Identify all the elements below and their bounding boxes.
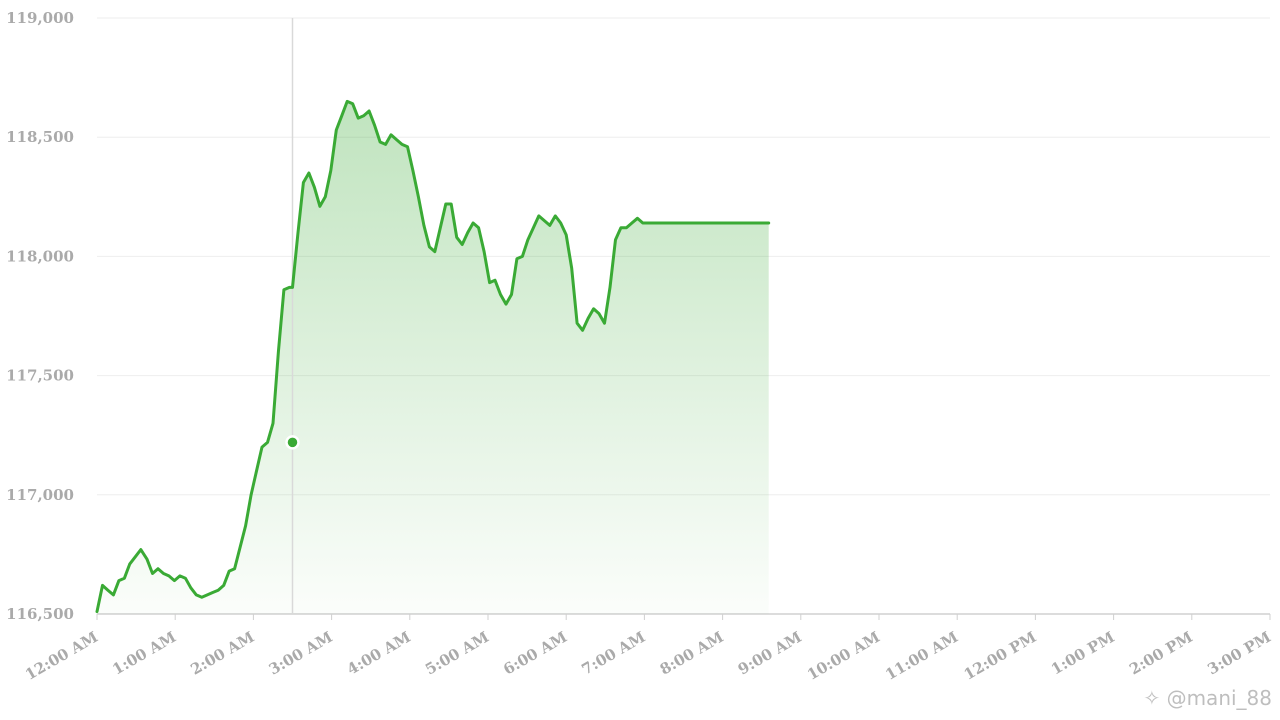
watermark: ✧ @mani_88: [1143, 686, 1272, 710]
x-tick-label: 12:00 PM: [961, 628, 1040, 684]
x-tick-label: 3:00 PM: [1204, 628, 1274, 679]
x-tick-label: 7:00 AM: [579, 628, 649, 679]
x-tick-label: 8:00 AM: [657, 628, 727, 679]
series-area: [97, 101, 769, 614]
x-tick-label: 2:00 AM: [188, 628, 258, 679]
x-axis: 12:00 AM 1:00 AM 2:00 AM 3:00 AM 4:00 AM 5:00…: [22, 614, 1274, 684]
x-tick-label: 12:00 AM: [22, 628, 101, 684]
hover-point[interactable]: [285, 435, 300, 450]
x-tick-label: 10:00 AM: [804, 628, 883, 684]
watermark-icon: ✧: [1143, 686, 1167, 710]
x-tick-label: 4:00 AM: [344, 628, 414, 679]
watermark-text: @mani_88: [1166, 686, 1272, 710]
x-tick-label: 1:00 PM: [1048, 628, 1118, 679]
y-tick-label: 116,500: [6, 605, 74, 623]
y-axis: 116,500 117,000 117,500 118,000 118,500 119,0…: [6, 9, 74, 623]
y-tick-label: 117,000: [6, 486, 74, 504]
x-tick-label: 3:00 AM: [266, 628, 336, 679]
series-line: [95, 99, 771, 614]
x-tick-label: 9:00 AM: [735, 628, 805, 679]
x-tick-label: 2:00 PM: [1126, 628, 1196, 679]
x-tick-label: 1:00 AM: [109, 628, 179, 679]
x-tick-label: 5:00 AM: [422, 628, 492, 679]
y-tick-label: 118,000: [6, 247, 74, 265]
x-tick-label: 6:00 AM: [500, 628, 570, 679]
y-tick-label: 119,000: [6, 9, 74, 27]
y-tick-label: 117,500: [6, 367, 74, 385]
y-tick-label: 118,500: [6, 128, 74, 146]
x-tick-label: 11:00 AM: [882, 628, 961, 684]
